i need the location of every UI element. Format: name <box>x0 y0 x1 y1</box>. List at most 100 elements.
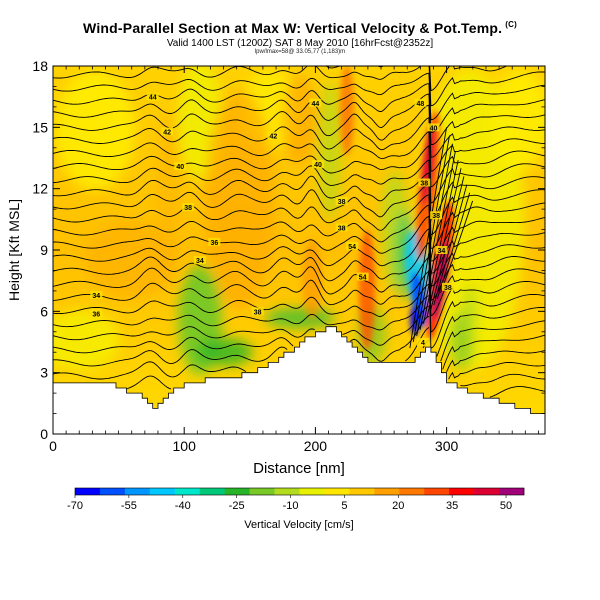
colorbar-swatch <box>449 488 475 495</box>
isentrope-label-bg <box>267 131 280 140</box>
colorbar-swatch <box>349 488 375 495</box>
x-tick-label: 0 <box>49 438 57 454</box>
colorbar-swatch <box>174 488 201 495</box>
isentrope-label: 40 <box>176 164 184 171</box>
isentrope-line <box>53 144 545 204</box>
colorbar-swatch <box>374 488 400 495</box>
colorbar-swatch <box>75 488 101 495</box>
isentrope-label: 34 <box>437 248 445 255</box>
isentrope-label-bg <box>335 223 348 232</box>
isentrope-line <box>53 204 545 274</box>
isentrope-label: 36 <box>210 240 218 247</box>
isentrope-line <box>125 375 545 398</box>
isentrope-label-bg <box>346 241 359 250</box>
colorbar-swatch <box>274 488 300 495</box>
x-tick-label: 300 <box>435 438 459 454</box>
colorbar-frame <box>74 487 525 496</box>
colorbar-swatch <box>149 488 176 495</box>
isentrope-line <box>412 135 450 343</box>
isentrope-line <box>53 104 545 158</box>
isentrope-line <box>423 159 459 324</box>
colorbar-swatch <box>399 488 425 495</box>
chart-subtitle-valid-time: Valid 1400 LST (1200Z) SAT 8 May 2010 [1… <box>166 38 434 49</box>
colorbar-swatch <box>224 488 250 495</box>
isentrope-label: 38 <box>420 181 428 188</box>
isentrope-line <box>53 270 545 350</box>
isentrope-line <box>53 295 545 362</box>
colorbar-tick-label: -25 <box>229 500 245 512</box>
x-tick-label: 100 <box>173 438 197 454</box>
colorbar-tick-label: 50 <box>500 500 512 512</box>
isentrope-label: 36 <box>92 311 100 318</box>
y-axis-label: Height [Kft MSL] <box>6 199 22 301</box>
isentrope-line <box>53 215 545 287</box>
x-tick-label: 200 <box>304 438 328 454</box>
isentrope-label: 40 <box>314 162 322 169</box>
colorbar-tick-label: 5 <box>341 500 347 512</box>
isentrope-label-bg <box>90 309 103 318</box>
isentrope-line <box>53 130 545 188</box>
isentrope-line <box>53 305 545 370</box>
x-axis: 0 100 200 300 <box>49 66 539 454</box>
colorbar-swatch <box>299 488 325 495</box>
isentrope-label: 44 <box>312 101 320 108</box>
isentrope-line <box>436 192 471 300</box>
isentrope-label: 40 <box>430 125 438 132</box>
isentrope-label: 54 <box>348 244 356 251</box>
isentrope-line <box>53 116 545 173</box>
colorbar-tick-label: -10 <box>283 500 299 512</box>
isentrope-line <box>409 127 448 349</box>
isentrope-label: 38 <box>254 309 262 316</box>
isentrope-line <box>53 93 545 145</box>
colorbar-tick-label: 20 <box>392 500 404 512</box>
isentrope-line <box>325 66 508 92</box>
y-tick-label: 18 <box>32 58 48 74</box>
y-tick-label: 6 <box>40 303 48 319</box>
colorbar-swatch <box>324 488 350 495</box>
isentrope-label-bg <box>335 196 348 205</box>
isentrope-label: 44 <box>149 95 157 102</box>
colorbar-swatch <box>499 488 525 495</box>
isentrope-label: 38 <box>184 205 192 212</box>
chart-title: Wind-Parallel Section at Max W: Vertical… <box>0 20 600 36</box>
isentrope-label-bg <box>146 92 159 101</box>
isentrope-label: 54 <box>359 275 367 282</box>
isentrope-label-bg <box>414 98 427 107</box>
colorbar-swatch <box>199 488 225 495</box>
x-axis-label: Distance [nm] <box>253 460 345 477</box>
colorbar-tick-label: -70 <box>67 500 83 512</box>
isentrope-line <box>53 315 545 372</box>
isentrope-line <box>53 283 545 357</box>
colorbar-swatch <box>474 488 500 495</box>
isentrope-label: 4 <box>421 340 425 347</box>
isentrope-label-bg <box>427 123 440 132</box>
isentrope-label-bg <box>441 282 454 291</box>
isentrope-line <box>53 183 545 249</box>
isentrope-label: 34 <box>92 293 100 300</box>
isentrope-label: 34 <box>196 258 204 265</box>
isentrope-label: 38 <box>338 199 346 206</box>
colorbar-swatch <box>99 488 126 495</box>
isentrope-label-bg <box>193 256 206 265</box>
isentrope-label-bg <box>312 160 325 169</box>
isentrope-line <box>53 241 545 317</box>
colorbar-tick-label: -40 <box>175 500 191 512</box>
isentrope-line <box>53 72 545 121</box>
isentrope-line <box>53 227 545 301</box>
isentrope-label-bg <box>90 290 103 299</box>
colorbar-label: Vertical Velocity [cm/s] <box>244 519 353 531</box>
isentrope-lines <box>53 66 545 398</box>
y-tick-label: 3 <box>40 365 48 381</box>
chart-subtitle-location: lpw/lmax=58@ 33.05,77 (1,183)m <box>254 49 346 55</box>
colorbar-swatch <box>124 488 151 495</box>
isentrope-label: 38 <box>338 226 346 233</box>
isentrope-label-bg <box>174 162 187 171</box>
isentrope-line <box>53 83 545 133</box>
isentrope-label-bg <box>416 338 429 346</box>
isentrope-label-bg <box>309 98 322 107</box>
isentrope-label: 48 <box>416 101 424 108</box>
colorbar-swatch <box>424 488 450 495</box>
isentrope-label: 38 <box>432 213 440 220</box>
